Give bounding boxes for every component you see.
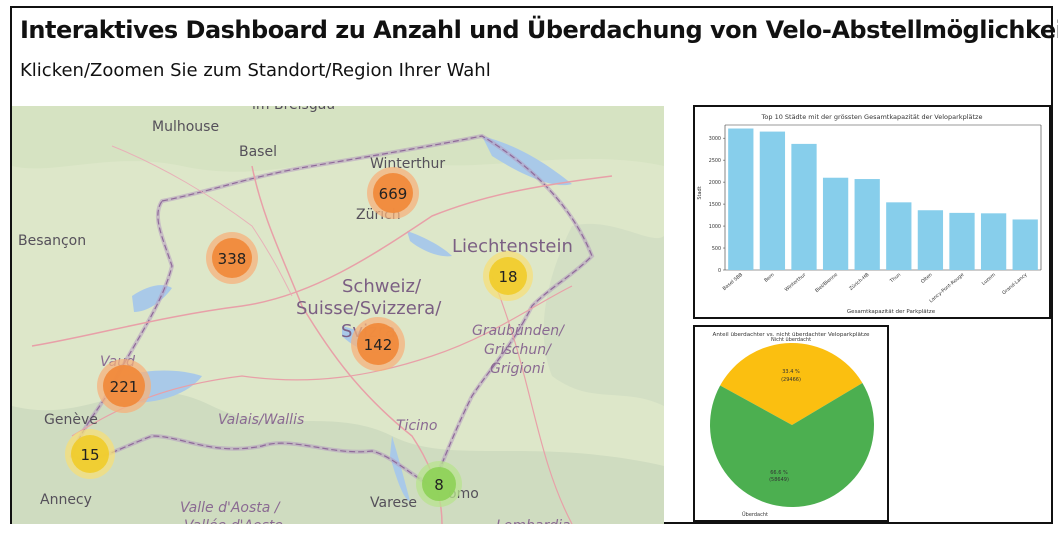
place-graubuenden-3: Grigioni (490, 361, 545, 377)
lake-zurich (407, 231, 452, 257)
bar (949, 212, 975, 270)
place-varese: Varese (370, 495, 417, 511)
terrain-alps (12, 391, 664, 524)
pie-slice-pct: 66.6 % (770, 470, 788, 476)
cluster-marker[interactable]: 15 (65, 429, 115, 479)
cluster-marker[interactable]: 142 (351, 317, 405, 371)
pie-slice (710, 382, 874, 507)
cluster-count: 8 (434, 476, 444, 494)
bar-category-label: Luzern (981, 272, 997, 287)
cluster-core (212, 238, 252, 278)
bar-category-label: Biel/Bienne (814, 272, 839, 294)
cluster-core (357, 323, 399, 365)
bar-chart-title: Top 10 Städte mit der grössten Gesamtkap… (761, 113, 983, 121)
cluster-core (422, 467, 456, 501)
cluster-marker[interactable]: 669 (367, 167, 419, 219)
road-a13 (491, 275, 573, 524)
interactive-map[interactable]: im Breisgau Mulhouse Basel Winterthur Zü… (12, 106, 664, 524)
bar (728, 128, 754, 270)
cluster-count: 142 (364, 336, 393, 354)
place-graubuenden-2: Grischun/ (484, 342, 552, 358)
page-subtitle: Klicken/Zoomen Sie zum Standort/Region I… (20, 60, 491, 81)
bar-y-tick-label: 1000 (709, 224, 721, 230)
place-lombardia: Lombardia (496, 518, 571, 524)
bar-y-tick-label: 500 (712, 246, 721, 252)
place-aosta-2: Vallée d'Aoste (184, 518, 283, 524)
cluster-marker[interactable]: 338 (206, 232, 258, 284)
bar-y-tick-label: 1500 (709, 202, 721, 208)
cluster-count: 15 (80, 446, 99, 464)
bar-y-tick-label: 3000 (709, 136, 721, 142)
place-mulhouse: Mulhouse (152, 119, 219, 135)
place-graubuenden-1: Graubünden/ (472, 323, 565, 339)
bar-category-label: Thun (888, 272, 902, 285)
bar-y-tick-label: 0 (718, 268, 721, 274)
place-schweiz-1: Schweiz/ (342, 276, 422, 297)
cluster-core (71, 435, 109, 473)
place-basel: Basel (239, 144, 277, 160)
bar-category-label: Basel SBB (722, 272, 744, 292)
bar (917, 210, 944, 270)
bar-category-label: Lancy-Pont-Rouge (928, 272, 965, 304)
cluster-core (373, 173, 413, 213)
bar (980, 213, 1007, 270)
bar (886, 202, 912, 270)
place-schweiz-2: Suisse/Svizzera/ (296, 298, 442, 319)
road-a1 (31, 175, 613, 347)
bar-y-tick-label: 2500 (709, 158, 721, 164)
pie-slice (720, 343, 863, 425)
place-ticino: Ticino (396, 418, 437, 434)
place-winterthur: Winterthur (370, 156, 445, 172)
pie-chart: Anteil überdachter vs. nicht überdachter… (710, 332, 874, 518)
bar-chart-xlabel: Gesamtkapazität der Parkplätze (847, 309, 936, 315)
place-geneve: Genève (44, 412, 98, 428)
bar-y-tick-label: 2000 (709, 180, 721, 186)
dashboard-frame: Interaktives Dashboard zu Anzahl und Übe… (10, 6, 1058, 524)
bar-category-label: Winterthur (784, 272, 808, 293)
cluster-marker[interactable]: 221 (97, 359, 151, 413)
place-valais: Valais/Wallis (218, 412, 304, 428)
pie-slice-name: Überdacht (742, 511, 768, 518)
cluster-core (103, 365, 145, 407)
lake-maggiore (390, 436, 410, 501)
place-breisgau: im Breisgau (252, 106, 335, 113)
cluster-count: 221 (110, 378, 139, 396)
bar-category-label: Olten (920, 272, 934, 285)
bar-chart-ylabel: Stadt (697, 186, 703, 199)
bar-chart-bars: Basel SBB Bern Winterthur Biel/Bienne Zürich… (722, 128, 1038, 304)
bar (1012, 219, 1038, 270)
pie-slice-value: (58649) (769, 477, 789, 483)
pie-slice-value: (29466) (781, 377, 801, 383)
pie-chart-panel: Anteil überdachter vs. nicht überdachter… (693, 325, 889, 522)
place-aosta-1: Valle d'Aosta / (180, 500, 281, 516)
pie-chart-slices: 33.4 % (29466) Nicht überdacht 66.6 %(58649… (710, 337, 874, 518)
road-minor (111, 145, 293, 297)
cluster-count: 338 (218, 250, 247, 268)
cluster-core (489, 257, 527, 295)
pie-slice-name: Nicht überdacht (771, 337, 811, 343)
bar-category-label: Zürich-HB (848, 272, 870, 292)
bar (854, 179, 880, 270)
map-canvas[interactable]: im Breisgau Mulhouse Basel Winterthur Zü… (12, 106, 664, 524)
place-liechtenstein: Liechtenstein (452, 236, 573, 257)
bar (822, 177, 849, 270)
cluster-marker[interactable]: 8 (416, 461, 462, 507)
bar-category-label: Grand-Lancy (1001, 272, 1028, 296)
cluster-marker[interactable]: 18 (483, 251, 533, 301)
bar (759, 131, 786, 270)
bar-category-label: Bern (763, 272, 775, 284)
place-besancon: Besançon (18, 233, 86, 249)
place-annecy: Annecy (40, 492, 92, 508)
cluster-count: 18 (498, 268, 517, 286)
cluster-markers[interactable]: 669 338 18 142 221 15 8 (65, 167, 533, 507)
bar-chart-panel: Top 10 Städte mit der grössten Gesamtkap… (693, 105, 1051, 319)
bar (791, 143, 817, 270)
bar-chart: Top 10 Städte mit der grössten Gesamtkap… (697, 113, 1042, 315)
cluster-count: 669 (379, 185, 408, 203)
page-title: Interaktives Dashboard zu Anzahl und Übe… (20, 16, 1058, 44)
pie-slice-pct: 33.4 % (782, 369, 800, 375)
pie-chart-title: Anteil überdachter vs. nicht überdachter… (713, 332, 870, 338)
